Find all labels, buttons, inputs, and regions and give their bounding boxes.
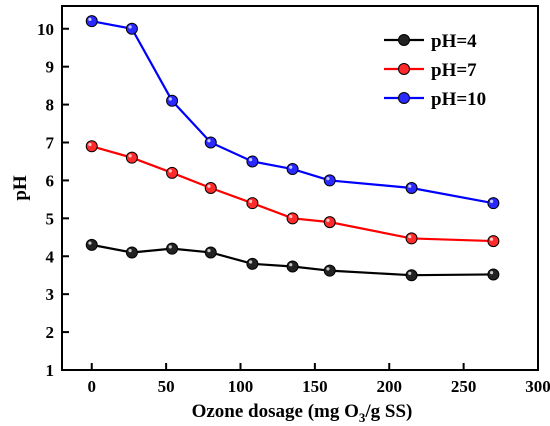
data-point <box>125 151 138 164</box>
data-point <box>246 155 259 168</box>
data-point <box>286 163 299 176</box>
data-point-highlight <box>207 139 211 143</box>
data-point <box>323 216 336 229</box>
series-3 <box>85 15 500 210</box>
data-point-highlight <box>128 249 132 253</box>
data-point-highlight <box>326 218 330 222</box>
data-point-highlight <box>168 169 172 173</box>
series-layer <box>85 15 500 282</box>
data-point <box>204 246 217 259</box>
data-point <box>204 136 217 149</box>
data-point-highlight <box>168 245 172 249</box>
legend-marker <box>398 63 410 75</box>
series-1 <box>85 238 500 282</box>
legend-label: pH=7 <box>431 60 477 81</box>
data-point <box>166 242 179 255</box>
y-tick-label: 5 <box>46 209 55 228</box>
axes: 0 50 100 150 200 250 300 1 2 3 4 5 6 7 8 9 10 <box>37 5 550 396</box>
y-tick-label: 3 <box>46 285 55 304</box>
x-axis-title: Ozone dosage (mg O3/g SS) <box>192 401 413 425</box>
data-point-highlight <box>207 184 211 188</box>
y-tick-label: 4 <box>46 247 55 266</box>
data-point <box>286 212 299 225</box>
legend-marker <box>398 92 410 104</box>
y-tick-label: 2 <box>46 323 55 342</box>
data-point <box>323 264 336 277</box>
legend-item: pH=4 <box>384 31 477 52</box>
data-point-highlight <box>88 142 92 147</box>
x-tick-label: 150 <box>302 377 328 396</box>
data-point-highlight <box>489 237 494 241</box>
data-point-highlight <box>408 235 412 239</box>
data-point <box>286 260 299 273</box>
data-point <box>125 22 138 35</box>
data-point-highlight <box>408 184 412 188</box>
legend-item: pH=7 <box>384 60 477 81</box>
data-point-highlight <box>289 263 293 267</box>
data-point-highlight <box>489 199 494 203</box>
data-point-highlight <box>128 25 132 29</box>
legend-label: pH=4 <box>431 31 477 52</box>
data-point-highlight <box>326 177 330 181</box>
y-tick-label: 6 <box>46 171 55 190</box>
data-point-highlight <box>249 158 253 162</box>
data-point <box>166 94 179 107</box>
x-tick-label: 250 <box>451 377 477 396</box>
data-point <box>487 235 500 248</box>
data-point <box>85 238 98 251</box>
plot-frame <box>61 5 539 371</box>
data-point <box>487 197 500 210</box>
legend-item: pH=10 <box>384 89 486 110</box>
x-tick-label: 0 <box>88 377 97 396</box>
y-tick-label: 10 <box>37 20 54 39</box>
data-point <box>487 268 500 281</box>
series-line <box>91 145 494 243</box>
data-point-highlight <box>489 271 494 275</box>
data-point-highlight <box>289 165 293 169</box>
y-tick-label: 9 <box>46 58 55 77</box>
data-point <box>323 174 336 187</box>
legend-marker <box>398 34 410 46</box>
y-tick-label: 8 <box>46 96 55 115</box>
data-point <box>85 140 98 153</box>
data-point <box>166 166 179 179</box>
data-point <box>85 15 98 28</box>
data-point-highlight <box>168 97 172 101</box>
legend: pH=4 pH=7 pH=10 <box>384 31 486 110</box>
data-point-highlight <box>249 260 253 264</box>
data-point <box>246 257 259 270</box>
data-point-highlight <box>249 199 253 203</box>
data-point-highlight <box>326 267 330 271</box>
data-point <box>405 232 418 245</box>
data-point <box>246 197 259 210</box>
legend-label: pH=10 <box>431 89 486 110</box>
data-point-highlight <box>207 249 211 253</box>
data-point-highlight <box>88 241 92 245</box>
y-tick-label: 1 <box>46 361 55 380</box>
series-2 <box>85 140 500 248</box>
x-tick-label: 200 <box>377 377 403 396</box>
data-point <box>125 246 138 259</box>
data-point <box>405 182 418 194</box>
x-tick-label: 50 <box>158 377 175 396</box>
x-tick-label: 100 <box>228 377 254 396</box>
data-point <box>204 182 217 194</box>
data-point-highlight <box>128 154 132 158</box>
y-axis-title: pH <box>10 175 31 201</box>
data-point-highlight <box>408 271 412 276</box>
y-tick-label: 7 <box>46 134 55 153</box>
data-point <box>405 269 418 282</box>
x-tick-label: 300 <box>525 377 550 396</box>
data-point-highlight <box>88 17 92 21</box>
data-point-highlight <box>289 214 293 219</box>
